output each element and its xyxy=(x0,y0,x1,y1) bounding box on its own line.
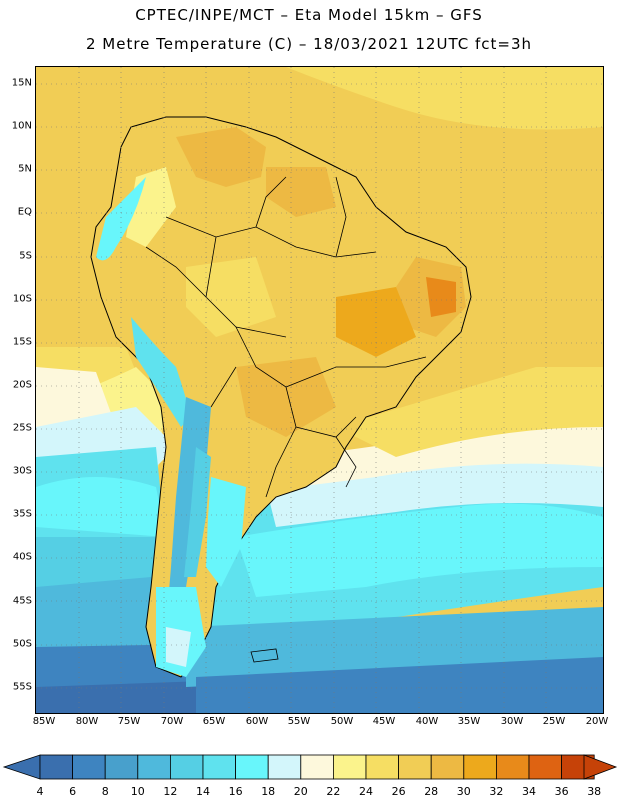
color-scale-swatch xyxy=(365,754,399,780)
color-scale-swatch xyxy=(528,754,562,780)
map-title-line-1: CPTEC/INPE/MCT – Eta Model 15km – GFS xyxy=(135,6,483,24)
color-scale-tick-label: 14 xyxy=(196,785,210,798)
color-scale-swatch xyxy=(202,754,236,780)
color-scale-tick-label: 16 xyxy=(229,785,243,798)
lat-label: 55S xyxy=(12,681,32,693)
temperature-field xyxy=(36,67,603,713)
lat-label: 40S xyxy=(12,551,32,563)
lat-label: 25S xyxy=(12,422,32,434)
color-scale-swatch xyxy=(72,754,106,780)
color-scale-tick-label: 32 xyxy=(489,785,503,798)
lat-label: 30S xyxy=(12,465,32,477)
color-scale-tick-label: 30 xyxy=(457,785,471,798)
lat-label: 50S xyxy=(12,638,32,650)
lat-label: 20S xyxy=(12,379,32,391)
color-scale-underflow-arrow xyxy=(2,754,41,780)
color-scale-swatch xyxy=(332,754,367,780)
color-scale-swatch xyxy=(430,754,465,780)
color-scale-tick-label: 28 xyxy=(424,785,438,798)
color-scale-tick-label: 26 xyxy=(392,785,406,798)
lon-label: 25W xyxy=(542,716,566,727)
color-scale-tick-label: 10 xyxy=(131,785,145,798)
lon-label: 70W xyxy=(160,716,184,727)
lat-label: 15S xyxy=(12,336,32,348)
lon-label: 55W xyxy=(287,716,311,727)
lat-label: 10N xyxy=(11,120,32,132)
color-scale-tick-label: 22 xyxy=(326,785,340,798)
lon-label: 60W xyxy=(245,716,269,727)
color-scale-swatch xyxy=(169,754,204,780)
lat-label: 15N xyxy=(11,77,32,89)
color-scale-swatches xyxy=(39,754,595,780)
color-scale-tick-label: 34 xyxy=(522,785,536,798)
lat-label: 5N xyxy=(18,163,32,175)
color-scale-swatch xyxy=(137,754,171,780)
color-scale-tick-label: 18 xyxy=(261,785,275,798)
lon-label: 80W xyxy=(75,716,99,727)
lon-label: 45W xyxy=(372,716,396,727)
color-scale-swatch xyxy=(463,754,497,780)
lon-label: 35W xyxy=(457,716,481,727)
color-scale-tick-label: 12 xyxy=(163,785,177,798)
color-scale-swatch xyxy=(39,754,73,780)
lon-label: 30W xyxy=(500,716,524,727)
color-scale-legend: 4 6 8 10 12 14 16 18 20 22 24 26 28 30 32 34 36 38 xyxy=(2,754,618,798)
color-scale-tick-labels: 4 6 8 10 12 14 16 18 20 22 24 26 28 30 32 34 36 38 xyxy=(37,785,602,798)
lon-label: 50W xyxy=(330,716,354,727)
color-scale-tick-label: 6 xyxy=(69,785,76,798)
color-scale-swatch xyxy=(495,754,530,780)
color-scale-swatch xyxy=(300,754,334,780)
lat-label: 45S xyxy=(12,595,32,607)
color-scale-overflow-arrow xyxy=(583,754,618,780)
color-scale-swatch xyxy=(267,754,302,780)
lat-label: EQ xyxy=(17,206,32,218)
map-title-line-2: 2 Metre Temperature (C) – 18/03/2021 12U… xyxy=(85,35,533,53)
color-scale-swatch xyxy=(104,754,139,780)
lat-label: 5S xyxy=(19,250,32,262)
color-scale-swatch xyxy=(235,754,269,780)
color-scale-tick-label: 24 xyxy=(359,785,373,798)
lon-label: 65W xyxy=(202,716,226,727)
temperature-map xyxy=(35,66,604,714)
lon-label: 20W xyxy=(585,716,609,727)
lon-label: 85W xyxy=(32,716,56,727)
color-scale-tick-label: 8 xyxy=(102,785,109,798)
color-scale-swatch xyxy=(398,754,432,780)
lon-label: 40W xyxy=(415,716,439,727)
color-scale-tick-label: 38 xyxy=(587,785,601,798)
lat-label: 10S xyxy=(12,293,32,305)
color-scale-tick-label: 4 xyxy=(37,785,44,798)
lon-label: 75W xyxy=(117,716,141,727)
color-scale-tick-label: 36 xyxy=(555,785,569,798)
color-scale-tick-label: 20 xyxy=(294,785,308,798)
lat-label: 35S xyxy=(12,508,32,520)
